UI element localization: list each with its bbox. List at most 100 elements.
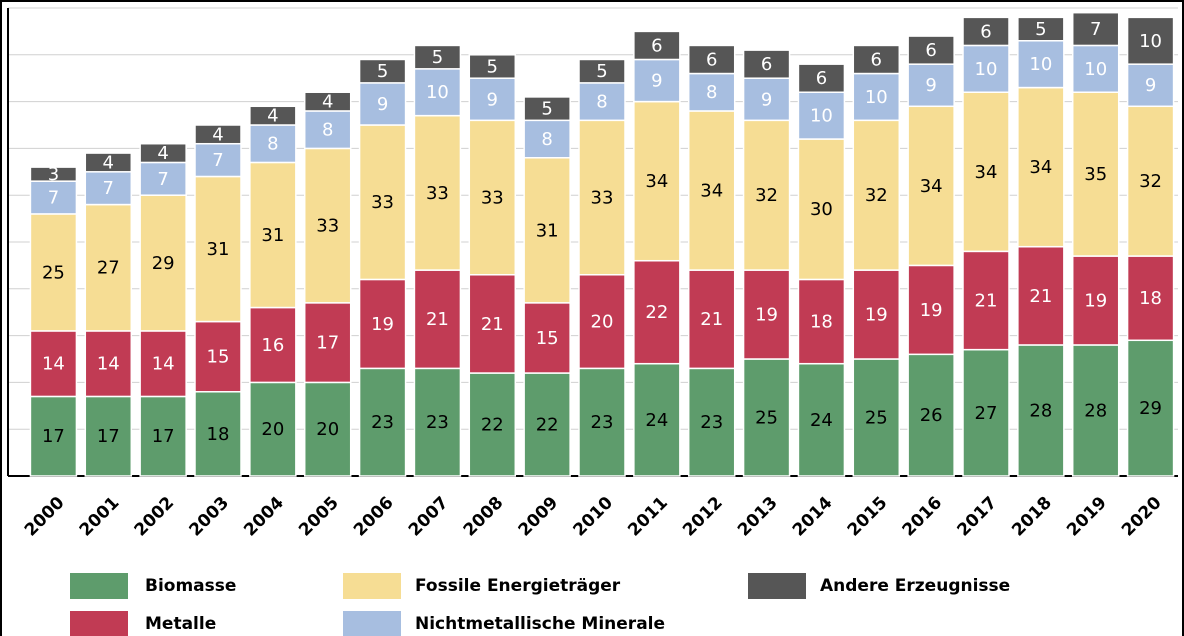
value-label: 7 bbox=[157, 169, 168, 190]
value-label: 24 bbox=[645, 410, 668, 431]
bar-segment bbox=[249, 161, 297, 309]
bar-segment bbox=[84, 395, 133, 477]
x-tick-label: 2003 bbox=[185, 493, 233, 541]
value-label: 5 bbox=[541, 99, 552, 120]
bar-segment bbox=[852, 119, 901, 271]
bar-segment bbox=[413, 367, 462, 477]
bar-segment bbox=[468, 274, 517, 374]
bar-segment bbox=[1126, 105, 1175, 257]
value-label: 27 bbox=[975, 403, 998, 424]
bar-segment bbox=[578, 367, 626, 477]
bar-segment bbox=[1071, 44, 1120, 93]
x-tick-label: 2009 bbox=[515, 493, 563, 541]
value-label: 25 bbox=[865, 408, 888, 429]
value-label: 21 bbox=[481, 314, 504, 335]
bar-segment bbox=[139, 194, 187, 332]
bar-segment bbox=[687, 44, 736, 75]
bar-segment bbox=[907, 35, 955, 65]
value-label: 31 bbox=[207, 239, 230, 260]
value-label: 29 bbox=[1139, 398, 1162, 419]
value-label: 4 bbox=[157, 143, 168, 164]
x-tick-label: 2020 bbox=[1118, 493, 1166, 541]
value-label: 25 bbox=[755, 408, 778, 429]
value-label: 4 bbox=[212, 124, 223, 145]
bar-segment bbox=[303, 147, 352, 304]
bar-segment bbox=[633, 100, 681, 262]
value-label: 10 bbox=[810, 106, 833, 127]
value-label: 9 bbox=[761, 89, 772, 110]
value-label: 34 bbox=[920, 176, 943, 197]
value-label: 23 bbox=[426, 412, 449, 433]
value-label: 6 bbox=[816, 68, 827, 89]
bar-segment bbox=[687, 367, 736, 477]
bar-segment bbox=[29, 330, 78, 398]
bar-segment bbox=[468, 77, 517, 122]
value-label: 21 bbox=[426, 309, 449, 330]
bar-segment bbox=[1017, 344, 1065, 477]
bar-segment bbox=[742, 77, 791, 122]
value-label: 20 bbox=[591, 312, 614, 333]
value-label: 22 bbox=[536, 415, 559, 436]
x-tick-label: 2016 bbox=[899, 493, 947, 541]
value-label: 5 bbox=[377, 61, 388, 82]
value-label: 35 bbox=[1084, 164, 1107, 185]
bar-segment bbox=[962, 44, 1010, 93]
value-label: 14 bbox=[152, 354, 175, 375]
value-label: 8 bbox=[322, 120, 333, 141]
value-label: 33 bbox=[591, 188, 614, 209]
bar-segment bbox=[797, 138, 846, 281]
value-label: 33 bbox=[426, 183, 449, 204]
bar-segment bbox=[358, 367, 407, 477]
bar-segment bbox=[139, 330, 187, 398]
bar-segment bbox=[358, 82, 407, 126]
bar-segment bbox=[139, 161, 187, 196]
value-label: 18 bbox=[207, 424, 230, 445]
value-label: 34 bbox=[975, 162, 998, 183]
bar-segment bbox=[1017, 40, 1065, 89]
bar-segment bbox=[523, 119, 571, 159]
bar-segment bbox=[84, 171, 133, 206]
value-label: 14 bbox=[42, 354, 65, 375]
x-tick-label: 2017 bbox=[953, 493, 1001, 541]
bar-segment bbox=[194, 124, 242, 145]
bar-segment bbox=[194, 391, 242, 477]
bar-segment bbox=[742, 269, 791, 360]
value-label: 27 bbox=[97, 258, 120, 279]
value-label: 32 bbox=[755, 185, 778, 206]
value-label: 32 bbox=[865, 185, 888, 206]
bar-segment bbox=[194, 320, 242, 393]
bar-segment bbox=[139, 142, 187, 164]
bar-segment bbox=[249, 105, 297, 126]
bar-segment bbox=[1017, 86, 1065, 248]
value-label: 10 bbox=[865, 87, 888, 108]
value-label: 28 bbox=[1029, 400, 1052, 421]
bar-segment bbox=[962, 348, 1010, 477]
bar-segment bbox=[852, 358, 901, 477]
x-tick-label: 2007 bbox=[405, 493, 453, 541]
x-tick-label: 2004 bbox=[240, 493, 288, 541]
bar-segment bbox=[797, 362, 846, 477]
bar-segment bbox=[29, 213, 78, 332]
value-label: 7 bbox=[1090, 19, 1101, 40]
value-label: 22 bbox=[645, 302, 668, 323]
value-label: 22 bbox=[481, 415, 504, 436]
bar-segment bbox=[962, 91, 1010, 253]
value-label: 19 bbox=[371, 314, 394, 335]
value-label: 8 bbox=[267, 134, 278, 155]
bar-segment bbox=[742, 49, 791, 79]
value-label: 9 bbox=[925, 75, 936, 96]
value-label: 14 bbox=[97, 354, 120, 375]
value-label: 10 bbox=[1029, 54, 1052, 75]
bar-segment bbox=[687, 110, 736, 271]
legend-label: Metalle bbox=[145, 614, 216, 634]
bar-segment bbox=[249, 381, 297, 477]
bar-segment bbox=[687, 269, 736, 370]
bar-segment bbox=[633, 30, 681, 61]
value-label: 9 bbox=[651, 71, 662, 92]
x-tick-label: 2019 bbox=[1063, 493, 1111, 541]
value-label: 21 bbox=[975, 291, 998, 312]
legend-swatch bbox=[70, 611, 128, 636]
bar-segment bbox=[852, 269, 901, 360]
value-label: 18 bbox=[810, 312, 833, 333]
value-label: 4 bbox=[267, 106, 278, 127]
